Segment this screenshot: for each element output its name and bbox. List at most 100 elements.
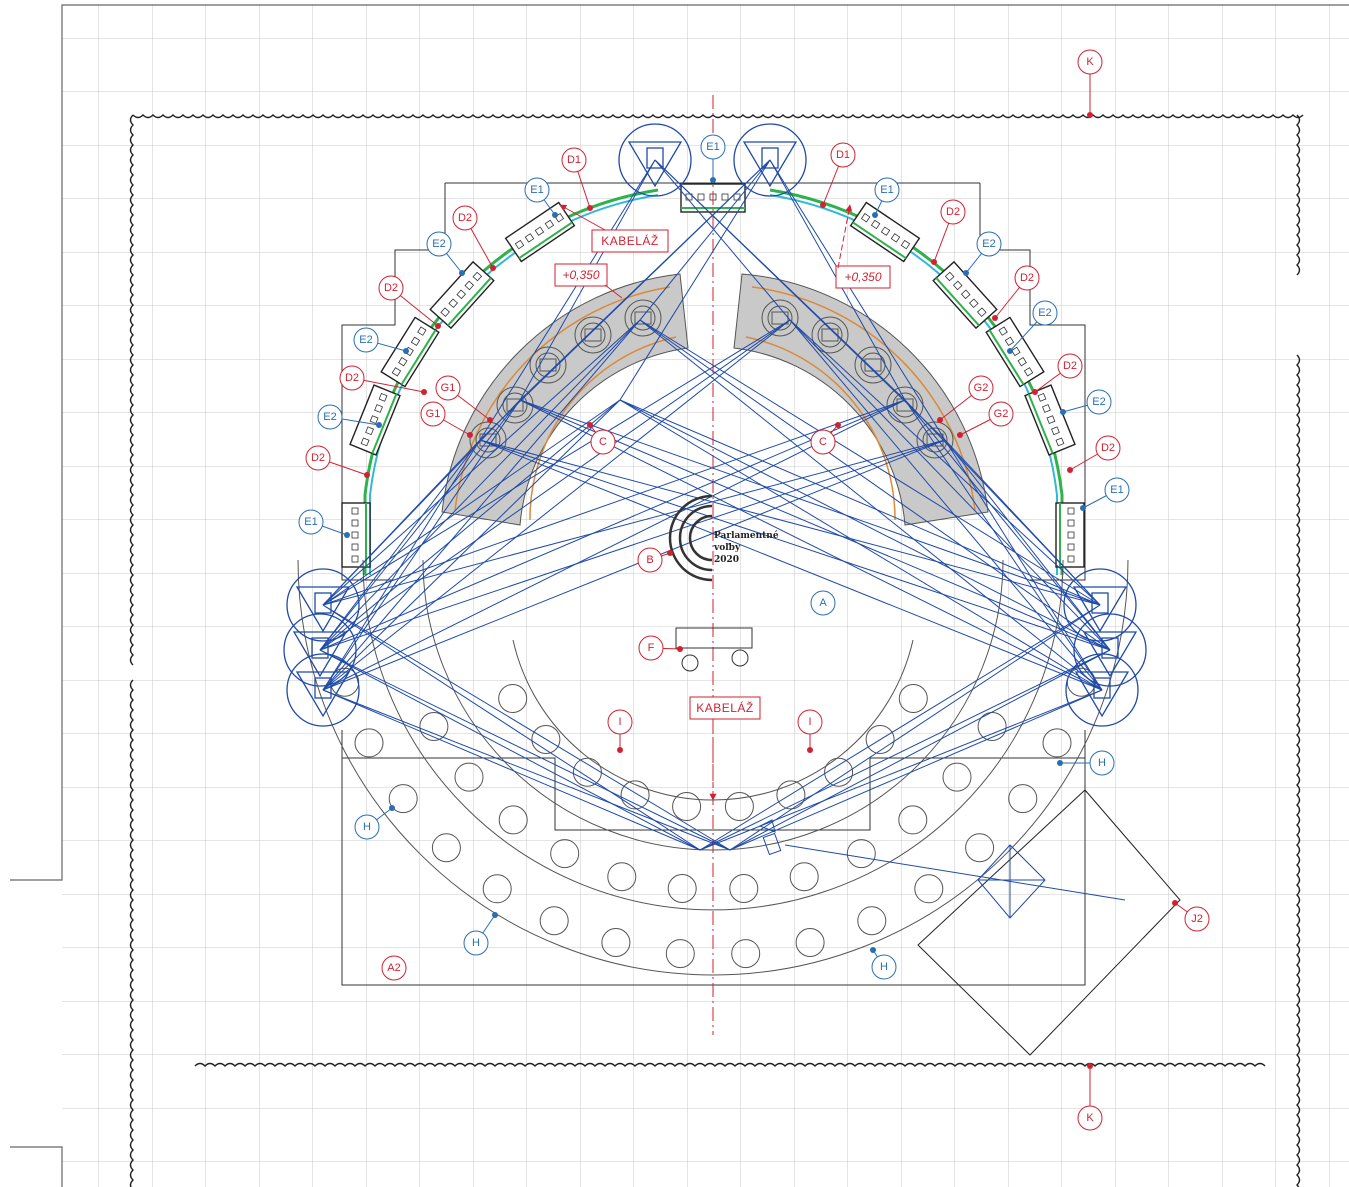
curtain-top [132,114,1304,119]
sight-line [699,649,1111,851]
sight-line [654,159,791,321]
sight-line [789,319,1101,606]
sight-line [619,399,1101,606]
marker-k: K [1077,49,1103,118]
audience-seat [965,833,995,863]
marker-label: G2 [994,408,1009,420]
sight-line [699,604,1101,851]
sight-line [789,319,1103,691]
curtain-left-lower [129,679,134,1187]
sight-line [322,319,641,606]
marker-label: C [819,436,827,448]
audience-seat [531,725,561,754]
curtain-bottom [194,1062,1266,1067]
sight-line [619,399,1103,691]
marker-label: E2 [982,238,995,250]
light-fixture [932,260,998,330]
outer-walls [10,4,1349,1187]
sight-line [519,399,1101,606]
sight-line [639,319,1101,606]
seating-ring [362,559,1064,911]
marker-label: G1 [441,382,456,394]
logo-line-2: voľby [713,543,741,553]
sight-line [639,319,1111,651]
sight-line [944,439,1103,691]
presenter-desk [675,627,753,672]
sight-line [729,649,1111,851]
audience-seat [857,906,887,936]
marker-g1: G1 [420,401,473,438]
audience-seating [297,559,1129,976]
crane-platform [917,789,1181,1056]
sight-line [904,399,1103,691]
light-fixture [985,316,1045,388]
audience-seat [789,862,819,892]
marker-h: H [1057,750,1115,776]
cable-annotation-top: KABELÁŽ [559,204,669,253]
marker-label: H [472,937,480,949]
sight-line [319,439,481,651]
marker-d2: D2 [305,445,370,478]
audience-seat [482,874,512,904]
audience-seat [665,939,695,969]
marker-e1: E1 [298,509,350,538]
audience-seat [607,862,637,892]
marker-label: K [1086,56,1094,68]
marker-label: G2 [974,382,989,394]
marker-label: E2 [323,411,336,423]
sight-line [322,399,906,606]
light-fixture [429,260,495,330]
sight-line [619,399,1111,651]
cable-label-mid: KABELÁŽ [696,700,754,715]
sight-line [654,159,946,441]
marker-e2: E2 [963,231,1002,276]
light-fixture [341,502,371,568]
audience-seat [898,805,928,835]
sight-line [519,159,771,401]
marker-a: A [810,590,836,616]
audience-seat [388,784,418,814]
marker-d2: D2 [339,365,427,395]
crane [758,819,1126,919]
light-fixture [380,316,440,388]
marker-label: D2 [458,212,472,224]
audience-seat [724,792,754,821]
sight-line [322,604,701,851]
audience-seat [1008,784,1038,814]
marker-k: K [1077,1063,1103,1131]
marker-label: D2 [384,282,398,294]
audience-seat [1042,728,1072,758]
marker-label: E1 [1110,484,1123,496]
marker-label: C [599,436,607,448]
camera [286,653,360,727]
light-fixture [1055,502,1085,568]
marker-label: B [646,554,653,566]
sight-line [619,159,771,401]
light-fixture [349,384,401,456]
sight-line [479,159,656,441]
sight-line [729,689,1103,851]
marker-label: D2 [345,372,359,384]
level-label-right: +0,350 [844,270,881,284]
sight-line [699,689,1103,851]
curtain-right-upper [1296,114,1301,276]
marker-e2: E2 [1007,300,1058,354]
marker-d2: D2 [1032,353,1083,395]
sight-line [319,319,791,651]
audience-seat [672,792,702,821]
marker-d2: D2 [931,199,966,265]
sight-line [322,399,521,606]
marker-c: C [810,422,841,455]
camera [1065,653,1139,727]
marker-label: E2 [432,238,445,250]
desk-seat [574,316,612,354]
marker-label: I [618,716,621,728]
marker-d1: D1 [561,147,593,211]
marker-a2: A2 [381,955,407,981]
marker-label: I [808,716,811,728]
level-annotation-left: +0,350 [554,263,623,299]
level-label-left: +0,350 [562,268,599,282]
sight-line [769,159,946,441]
audience-seat [431,833,461,863]
